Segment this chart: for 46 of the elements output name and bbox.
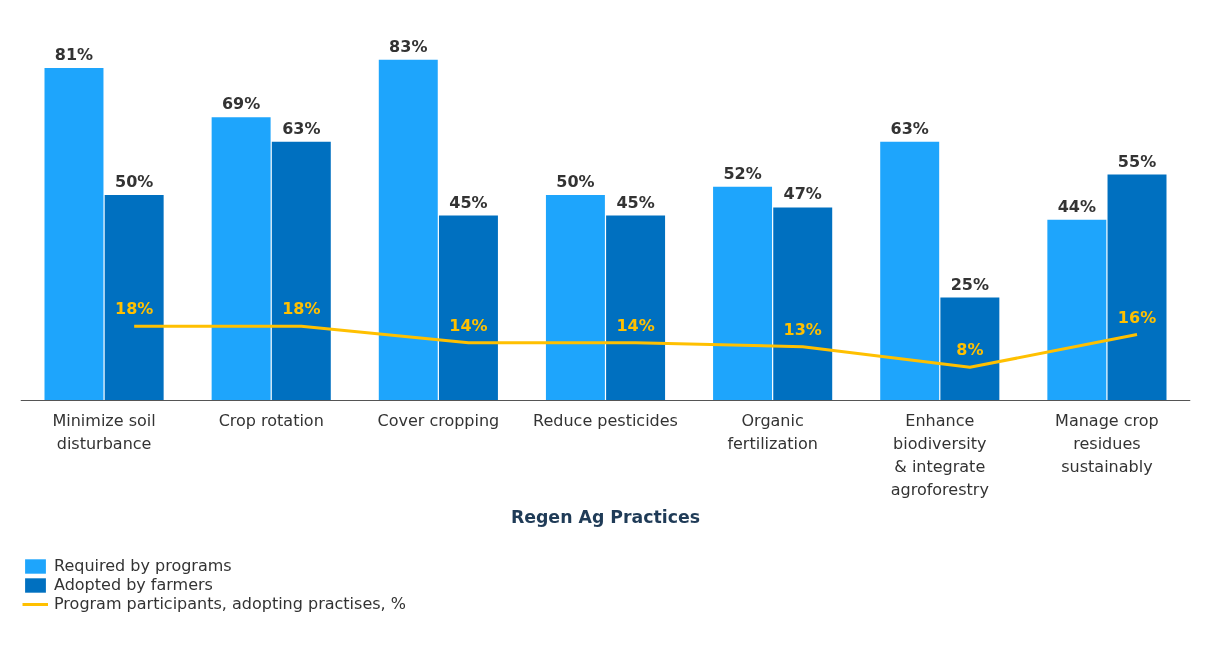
data-label: 63% <box>890 118 929 138</box>
x-tick-label: Reduce pesticides <box>533 411 678 431</box>
data-label: 47% <box>783 184 822 204</box>
legend-label: Program participants, adopting practises, % <box>54 594 406 613</box>
data-label: 14% <box>616 315 655 335</box>
bar <box>211 117 271 401</box>
data-label: 18% <box>115 299 154 319</box>
bar <box>378 59 438 401</box>
bar <box>44 67 104 401</box>
data-label: 69% <box>221 94 261 114</box>
data-label: 52% <box>723 163 762 183</box>
data-label: 16% <box>1117 307 1157 327</box>
data-label: 55% <box>1117 151 1157 171</box>
data-label: 45% <box>616 192 655 212</box>
data-label: 8% <box>956 340 984 360</box>
x-tick-label: Cover cropping <box>377 411 500 431</box>
data-label: 50% <box>556 172 595 192</box>
bar <box>713 186 773 401</box>
bar <box>1047 219 1107 401</box>
x-tick-label: Manage crop residues sustainably <box>1055 411 1159 476</box>
data-label: 25% <box>950 274 990 294</box>
data-label: 44% <box>1057 196 1096 216</box>
data-label: 83% <box>389 36 428 56</box>
x-axis-title: Regen Ag Practices <box>510 506 701 527</box>
bar <box>606 215 666 401</box>
data-label: 81% <box>54 44 94 64</box>
bar <box>104 195 164 401</box>
data-label: 50% <box>115 172 154 192</box>
data-label: 45% <box>449 192 488 212</box>
data-label: 63% <box>282 118 321 138</box>
bar <box>880 141 940 401</box>
x-tick-label: Organic fertilization <box>727 411 818 453</box>
legend-label: Adopted by farmers <box>54 575 213 594</box>
bar <box>773 207 833 401</box>
bar <box>1107 174 1167 401</box>
data-label: 14% <box>449 315 488 335</box>
bar <box>271 141 331 401</box>
data-label: 18% <box>282 299 321 319</box>
data-label: 13% <box>783 319 822 339</box>
legend-label: Required by programs <box>54 556 232 575</box>
bar <box>438 215 498 401</box>
bar <box>545 195 605 401</box>
bar <box>940 297 1000 401</box>
x-tick-label: Enhance biodiversity & integrate agroforestry <box>890 411 989 499</box>
x-tick-label: Minimize soil disturbance <box>52 411 156 453</box>
x-tick-label: Crop rotation <box>218 411 324 431</box>
